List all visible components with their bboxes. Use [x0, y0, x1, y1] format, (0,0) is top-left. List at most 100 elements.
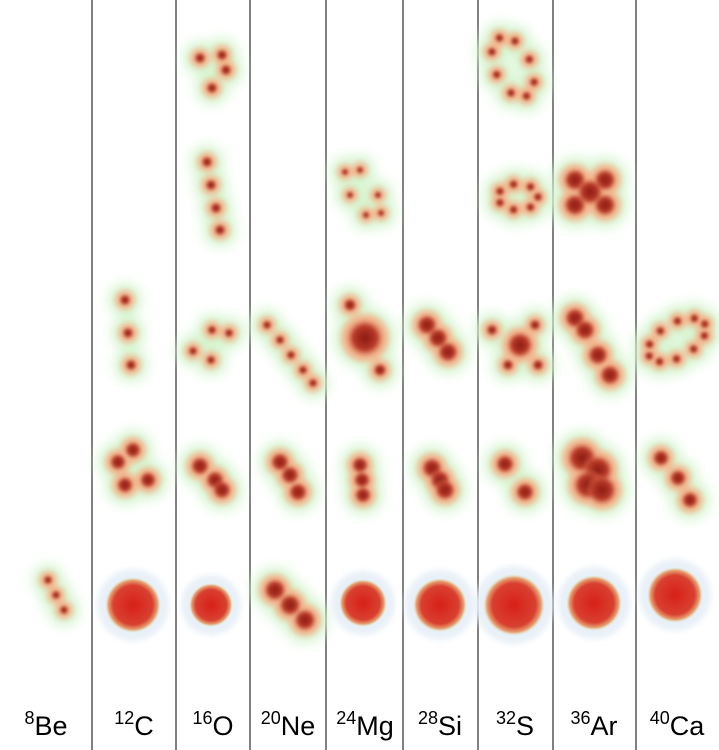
core — [525, 181, 536, 192]
core — [495, 454, 515, 474]
core — [437, 341, 459, 363]
density-shape — [340, 445, 383, 515]
core — [689, 313, 700, 324]
column-label: 16O — [192, 708, 233, 741]
cores — [188, 325, 234, 365]
density-disk — [181, 575, 241, 635]
density-shape — [641, 438, 710, 520]
element-symbol: Be — [34, 711, 67, 741]
core — [51, 590, 61, 600]
core — [515, 482, 535, 502]
core — [298, 365, 308, 375]
cores — [109, 441, 157, 494]
core — [362, 211, 370, 219]
core — [205, 179, 217, 191]
disk — [483, 574, 545, 636]
core — [652, 449, 670, 467]
column-label: 24Mg — [336, 708, 394, 741]
core — [529, 319, 541, 331]
mass-number: 8 — [24, 708, 34, 728]
disk — [647, 567, 703, 623]
core — [655, 325, 666, 336]
core — [262, 320, 272, 330]
core — [506, 331, 534, 359]
core — [288, 482, 308, 502]
density-shape — [484, 443, 546, 513]
core — [529, 77, 540, 88]
density-shape — [330, 155, 396, 230]
disk — [566, 575, 622, 631]
core — [59, 605, 69, 615]
density-shape — [555, 431, 629, 517]
cores — [351, 456, 372, 504]
core — [346, 191, 354, 199]
core — [210, 202, 222, 214]
density-shape — [259, 441, 319, 513]
density-shape — [553, 296, 632, 397]
cores — [416, 314, 459, 363]
cores — [486, 319, 544, 371]
density-disk — [639, 559, 711, 631]
density-plots — [32, 21, 719, 644]
cores — [343, 298, 387, 377]
core — [190, 456, 210, 476]
column-label: 36Ar — [570, 708, 617, 741]
density-shape — [179, 445, 243, 511]
core — [672, 316, 683, 327]
disk — [413, 578, 467, 632]
density-shape — [252, 567, 328, 643]
core — [119, 294, 131, 306]
cores — [341, 166, 385, 219]
core — [509, 36, 520, 47]
density-shape — [251, 309, 329, 399]
core — [278, 593, 302, 617]
core — [486, 324, 498, 336]
core — [654, 356, 665, 367]
density-disk — [475, 566, 553, 644]
cores — [270, 452, 308, 502]
core — [533, 192, 543, 202]
mass-number: 28 — [418, 708, 438, 728]
mass-number: 20 — [261, 708, 281, 728]
density-shape — [190, 145, 237, 247]
disk — [189, 583, 233, 627]
mass-number: 12 — [114, 708, 134, 728]
core — [574, 319, 596, 341]
core — [216, 49, 228, 61]
core — [207, 325, 217, 335]
density-shape — [332, 287, 398, 388]
core — [263, 578, 287, 602]
halo — [484, 443, 546, 513]
cores — [421, 457, 456, 501]
cores — [494, 179, 543, 215]
disk — [339, 579, 387, 627]
column-label: 40Ca — [650, 708, 706, 741]
density-shape — [405, 303, 470, 374]
cores — [201, 156, 226, 236]
core — [275, 335, 285, 345]
element-symbol: Ar — [591, 711, 618, 741]
core — [224, 328, 234, 338]
core — [434, 479, 456, 501]
core — [353, 471, 371, 489]
core — [280, 465, 300, 485]
core — [124, 441, 142, 459]
core — [491, 69, 502, 80]
column-label: 20Ne — [261, 708, 316, 741]
element-symbol: Ca — [670, 711, 705, 741]
core — [586, 474, 618, 506]
core — [206, 355, 216, 365]
cores — [564, 307, 621, 386]
cores — [495, 454, 535, 502]
density-disk — [558, 567, 630, 639]
core — [220, 64, 232, 76]
core — [699, 319, 710, 329]
core — [599, 364, 621, 386]
density-shape — [475, 308, 555, 382]
core — [524, 54, 535, 65]
element-symbol: Mg — [356, 711, 394, 741]
core — [532, 359, 544, 371]
core — [508, 204, 519, 215]
core — [345, 318, 385, 358]
